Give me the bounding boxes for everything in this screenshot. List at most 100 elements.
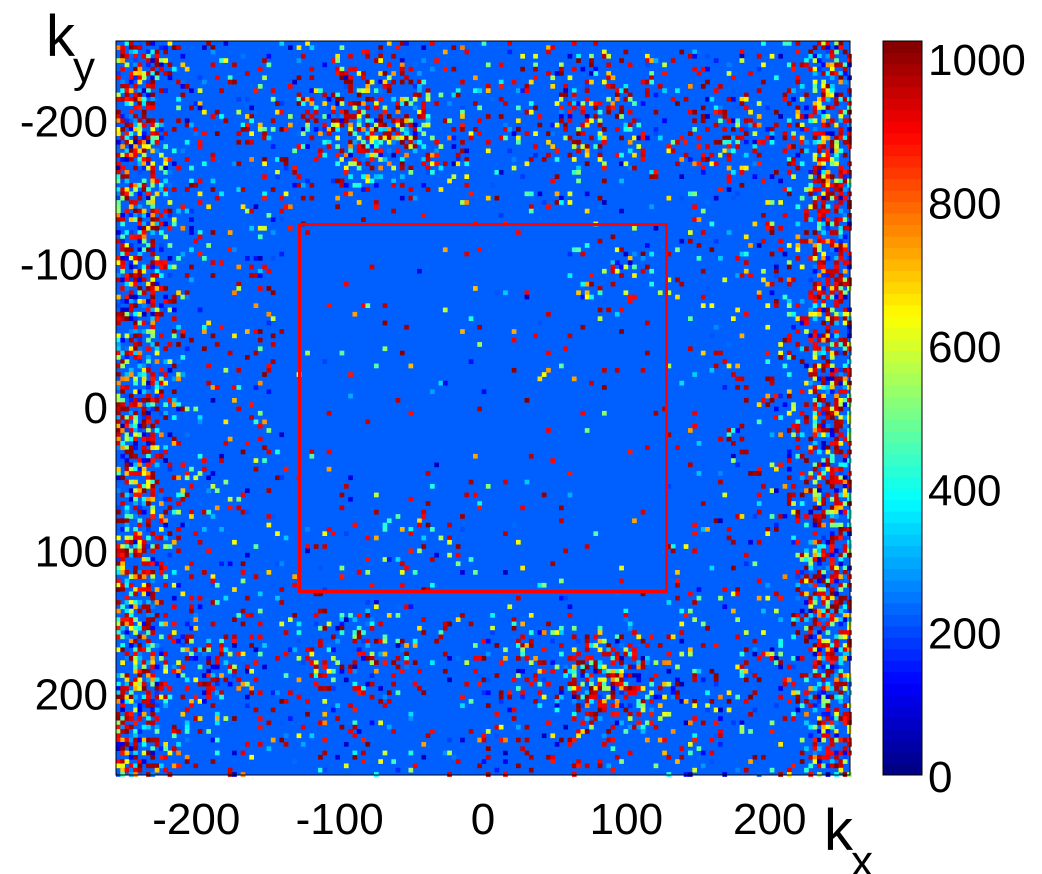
heatmap-cell bbox=[670, 690, 676, 696]
plot-area bbox=[115, 40, 852, 777]
heatmap-cell bbox=[675, 161, 680, 167]
heatmap-cell bbox=[817, 58, 822, 63]
heatmap-cell bbox=[210, 273, 216, 278]
heatmap-cell bbox=[227, 436, 233, 442]
heatmap-cell bbox=[614, 311, 620, 317]
heatmap-cell bbox=[825, 724, 831, 730]
heatmap-cell bbox=[249, 157, 254, 162]
heatmap-cell bbox=[219, 458, 224, 463]
heatmap-cell bbox=[214, 660, 220, 665]
heatmap-cell bbox=[692, 767, 697, 773]
heatmap-cell bbox=[386, 84, 392, 89]
heatmap-cell bbox=[197, 729, 203, 734]
heatmap-cell bbox=[171, 148, 177, 154]
heatmap-cell bbox=[227, 496, 233, 502]
heatmap-cell bbox=[640, 703, 646, 708]
heatmap-cell bbox=[528, 109, 534, 115]
heatmap-cell bbox=[335, 96, 340, 102]
heatmap-cell bbox=[838, 217, 844, 222]
heatmap-cell bbox=[834, 311, 839, 317]
heatmap-cell bbox=[507, 604, 513, 610]
heatmap-cell bbox=[584, 243, 590, 248]
heatmap-cell bbox=[154, 561, 160, 567]
heatmap-cell bbox=[116, 423, 121, 429]
heatmap-cell bbox=[584, 647, 590, 653]
heatmap-cell bbox=[825, 294, 831, 300]
heatmap-cell bbox=[817, 277, 822, 283]
heatmap-cell bbox=[817, 290, 822, 296]
heatmap-cell bbox=[154, 724, 160, 730]
heatmap-cell bbox=[713, 161, 719, 167]
heatmap-cell bbox=[589, 62, 594, 68]
heatmap-cell bbox=[116, 75, 121, 81]
heatmap-cell bbox=[137, 539, 143, 545]
heatmap-cell bbox=[133, 324, 138, 330]
heatmap-cell bbox=[128, 350, 134, 356]
heatmap-cell bbox=[735, 462, 740, 468]
heatmap-cell bbox=[227, 350, 233, 356]
heatmap-cell bbox=[563, 92, 568, 98]
heatmap-cell bbox=[124, 208, 130, 214]
heatmap-cell bbox=[756, 66, 762, 72]
heatmap-cell bbox=[434, 58, 439, 63]
heatmap-cell bbox=[343, 191, 349, 197]
heatmap-cell bbox=[825, 225, 831, 231]
heatmap-cell bbox=[533, 656, 538, 661]
heatmap-cell bbox=[176, 527, 181, 532]
heatmap-cell bbox=[812, 595, 818, 601]
heatmap-cell bbox=[825, 45, 831, 50]
heatmap-cell bbox=[494, 195, 500, 201]
heatmap-cell bbox=[141, 247, 147, 253]
heatmap-cell bbox=[447, 750, 452, 756]
heatmap-cell bbox=[804, 522, 809, 528]
heatmap-cell bbox=[597, 316, 603, 321]
heatmap-cell bbox=[786, 144, 792, 149]
heatmap-cell bbox=[137, 277, 143, 283]
heatmap-cell bbox=[804, 699, 809, 704]
heatmap-cell bbox=[743, 677, 749, 683]
heatmap-cell bbox=[705, 200, 710, 205]
heatmap-cell bbox=[571, 656, 577, 661]
heatmap-cell bbox=[808, 273, 814, 278]
heatmap-cell bbox=[167, 505, 173, 511]
heatmap-cell bbox=[761, 268, 766, 274]
heatmap-cell bbox=[322, 699, 328, 704]
heatmap-cell bbox=[133, 501, 138, 506]
heatmap-cell bbox=[292, 759, 297, 764]
heatmap-cell bbox=[778, 660, 783, 665]
heatmap-cell bbox=[786, 428, 792, 433]
heatmap-cell bbox=[184, 122, 190, 128]
heatmap-cell bbox=[137, 402, 143, 407]
heatmap-cell bbox=[602, 79, 607, 85]
heatmap-cell bbox=[799, 475, 805, 481]
heatmap-cell bbox=[245, 114, 250, 119]
heatmap-cell bbox=[825, 359, 831, 364]
heatmap-cell bbox=[765, 105, 771, 111]
heatmap-cell bbox=[739, 673, 745, 678]
heatmap-cell bbox=[176, 290, 181, 296]
heatmap-cell bbox=[825, 763, 831, 769]
heatmap-cell bbox=[150, 148, 156, 154]
heatmap-cell bbox=[834, 71, 839, 76]
heatmap-cell bbox=[421, 514, 427, 519]
heatmap-cell bbox=[339, 178, 345, 184]
heatmap-cell bbox=[795, 445, 801, 450]
heatmap-cell bbox=[150, 127, 156, 132]
heatmap-cell bbox=[399, 161, 405, 167]
heatmap-cell bbox=[804, 127, 809, 132]
heatmap-cell bbox=[821, 139, 826, 145]
heatmap-cell bbox=[141, 544, 147, 549]
heatmap-cell bbox=[288, 122, 293, 128]
heatmap-cell bbox=[834, 264, 839, 270]
heatmap-cell bbox=[460, 45, 465, 50]
heatmap-cell bbox=[507, 49, 513, 55]
heatmap-cell bbox=[124, 385, 130, 390]
heatmap-cell bbox=[163, 668, 168, 674]
heatmap-cell bbox=[210, 664, 216, 670]
heatmap-cell bbox=[313, 681, 319, 687]
heatmap-cell bbox=[352, 724, 358, 730]
heatmap-cell bbox=[124, 355, 130, 360]
heatmap-cell bbox=[425, 170, 431, 175]
heatmap-cell bbox=[133, 139, 138, 145]
heatmap-cell bbox=[808, 630, 814, 635]
